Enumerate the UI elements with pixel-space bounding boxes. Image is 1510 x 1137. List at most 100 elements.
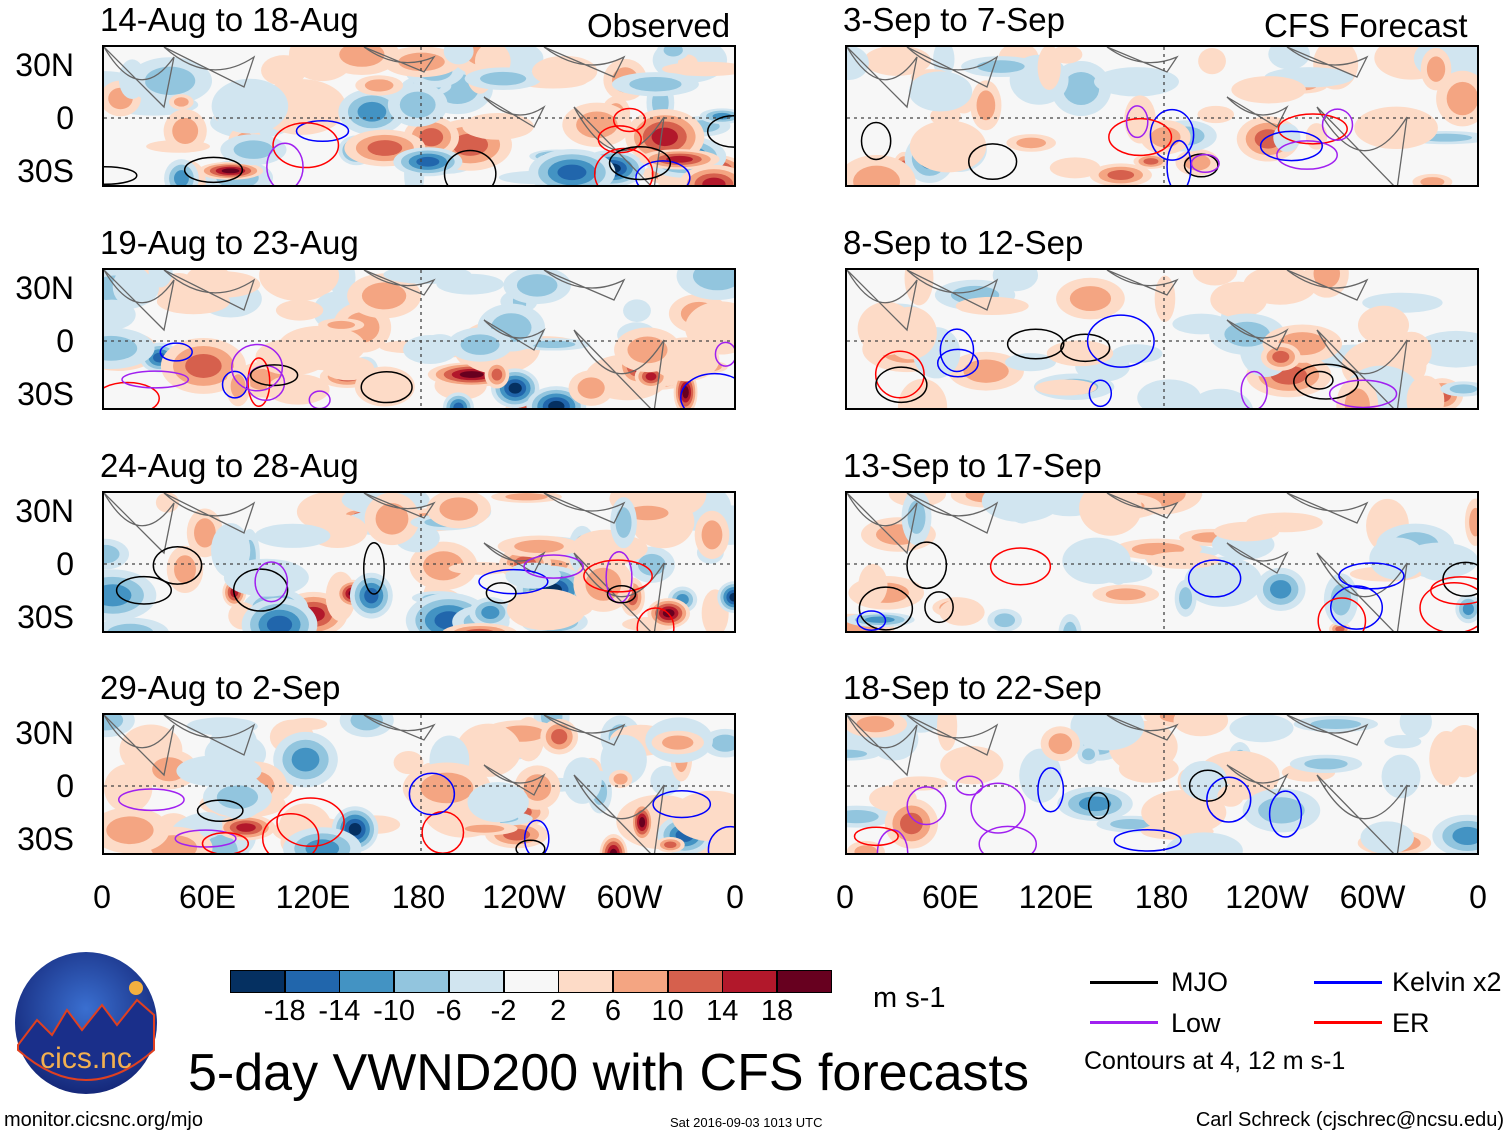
mjo-contour (443, 149, 497, 185)
negative-anomaly (711, 734, 734, 752)
kelvin-contour (635, 160, 691, 185)
positive-anomaly (261, 55, 307, 86)
positive-anomaly (1105, 588, 1146, 601)
x-tick-label: 0 (836, 879, 854, 915)
coastline (104, 493, 175, 555)
negative-anomaly (104, 335, 138, 361)
legend-kelvin-label: Kelvin x2 (1392, 967, 1502, 997)
kelvin-contour (1149, 108, 1195, 161)
kelvin-contour (856, 610, 887, 631)
kelvin-contour (1206, 776, 1252, 823)
y-tick-label: 30N (15, 47, 74, 83)
coastline (104, 47, 175, 109)
coastline (906, 270, 999, 311)
positive-anomaly (1354, 106, 1438, 150)
negative-anomaly (1165, 832, 1243, 853)
kelvin-contour (707, 825, 734, 853)
footer-url[interactable]: monitor.cicsnc.org/mjo (4, 1109, 203, 1131)
negative-anomaly (977, 60, 1025, 73)
positive-anomaly (439, 497, 479, 521)
negative-anomaly (847, 809, 879, 824)
y-tick-label: 30S (17, 599, 74, 635)
positive-anomaly (662, 61, 734, 77)
coastline (1106, 715, 1179, 741)
positive-anomaly (393, 750, 424, 775)
panel-title: 8-Sep to 12-Sep (843, 224, 1084, 261)
positive-anomaly (645, 372, 657, 381)
colorbar-units: m s-1 (873, 982, 946, 1014)
negative-anomaly (1462, 602, 1474, 616)
negative-anomaly (1310, 719, 1362, 730)
negative-anomaly (1381, 754, 1421, 799)
mjo-contour (1188, 769, 1228, 802)
vwnd-field (104, 493, 734, 631)
mjo-contour (362, 541, 385, 595)
low-contour (266, 142, 304, 185)
negative-anomaly (148, 270, 173, 288)
vwnd-field (847, 493, 1477, 631)
kelvin-contour (478, 568, 549, 595)
vwnd-field (847, 715, 1477, 853)
low-contour (714, 341, 734, 367)
coastline (363, 493, 436, 519)
negative-anomaly (426, 334, 454, 348)
negative-anomaly (629, 76, 682, 92)
coastline (1106, 493, 1179, 519)
coastline (1286, 47, 1369, 78)
low-contour (1190, 153, 1220, 174)
positive-anomaly (1406, 375, 1445, 408)
negative-anomaly (104, 544, 120, 564)
negative-anomaly (1304, 758, 1348, 770)
negative-anomaly (453, 402, 464, 408)
kelvin-contour (1086, 314, 1155, 368)
kelvin-contour (1329, 585, 1384, 630)
low-contour (1276, 140, 1338, 170)
coastline (163, 493, 256, 534)
colorbar-label: 18 (760, 995, 794, 1027)
negative-anomaly (600, 734, 647, 786)
vwnd-field (847, 270, 1477, 408)
positive-anomaly (955, 296, 1029, 316)
negative-anomaly (1449, 384, 1477, 394)
negative-anomaly (348, 823, 362, 836)
kelvin-contour (1268, 790, 1303, 838)
positive-anomaly (940, 746, 1004, 785)
coastline (573, 774, 665, 853)
negative-anomaly (443, 47, 474, 65)
mjo-contour (360, 371, 413, 404)
negative-anomaly (216, 785, 259, 809)
coastline (847, 715, 918, 777)
map-panel (845, 268, 1479, 410)
low-contour (121, 370, 190, 389)
positive-anomaly (266, 374, 330, 405)
positive-anomaly (1069, 286, 1112, 312)
positive-anomaly (1049, 157, 1101, 179)
low-contour (523, 554, 584, 579)
positive-anomaly (423, 551, 464, 581)
positive-anomaly (574, 533, 648, 564)
positive-anomaly (1335, 626, 1345, 631)
low-contour (1321, 108, 1354, 141)
negative-anomaly (481, 605, 500, 620)
coastline (483, 764, 546, 796)
negative-anomaly (663, 47, 683, 57)
coastline (163, 715, 256, 756)
positive-anomaly (1079, 493, 1142, 536)
figure-title: 5-day VWND200 with CFS forecasts (188, 1044, 1029, 1102)
positive-anomaly (666, 155, 693, 163)
coastline (906, 47, 999, 88)
colorbar-swatch (777, 970, 832, 993)
positive-anomaly (464, 824, 505, 833)
negative-anomaly (176, 755, 262, 787)
er-contour (853, 826, 899, 847)
x-tick-label: 60W (1339, 879, 1406, 915)
y-tick-label: 30S (17, 376, 74, 412)
colorbar-swatch (722, 970, 778, 993)
y-tick-label: 30S (17, 821, 74, 857)
colorbar-swatch (667, 970, 723, 993)
positive-anomaly (532, 55, 598, 87)
colorbar-swatch (558, 970, 614, 993)
coastline (483, 542, 546, 574)
low-contour (231, 343, 284, 392)
negative-anomaly (186, 717, 258, 736)
